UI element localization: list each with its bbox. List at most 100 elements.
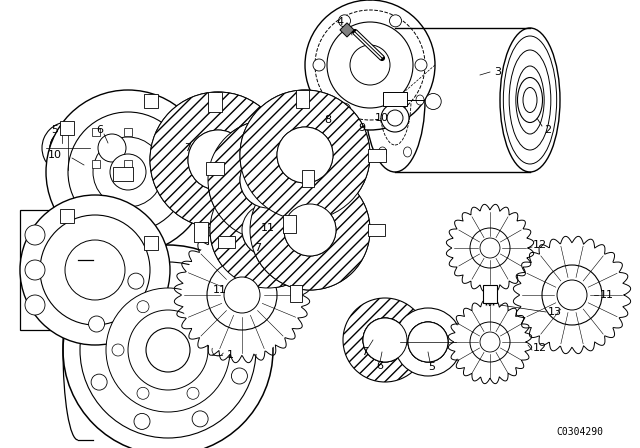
Circle shape	[470, 322, 510, 362]
Circle shape	[25, 225, 45, 245]
Circle shape	[192, 411, 208, 427]
Bar	[383, 92, 407, 106]
Wedge shape	[343, 298, 427, 382]
Bar	[367, 148, 385, 161]
Circle shape	[91, 374, 107, 390]
Circle shape	[112, 344, 124, 356]
Circle shape	[242, 204, 294, 256]
Bar	[124, 129, 132, 137]
Bar	[92, 159, 100, 168]
Circle shape	[137, 388, 149, 399]
Circle shape	[313, 59, 325, 71]
Ellipse shape	[378, 43, 387, 53]
Circle shape	[128, 273, 144, 289]
Text: 11: 11	[213, 285, 227, 295]
Circle shape	[408, 322, 448, 362]
Circle shape	[390, 103, 401, 115]
Bar	[283, 215, 296, 233]
Bar	[60, 121, 74, 135]
Bar	[483, 285, 497, 303]
Circle shape	[350, 45, 390, 85]
Circle shape	[327, 22, 413, 108]
Polygon shape	[520, 243, 624, 347]
Wedge shape	[42, 122, 94, 174]
Wedge shape	[210, 172, 326, 288]
Bar	[296, 90, 309, 108]
Circle shape	[363, 318, 407, 362]
Circle shape	[363, 318, 407, 362]
Circle shape	[80, 262, 256, 438]
Text: 12: 12	[533, 343, 547, 353]
Wedge shape	[240, 90, 370, 220]
Text: 7: 7	[255, 243, 262, 253]
Bar	[92, 129, 100, 137]
Circle shape	[146, 328, 190, 372]
Bar	[283, 153, 303, 167]
Wedge shape	[208, 120, 328, 240]
Circle shape	[187, 388, 199, 399]
Circle shape	[188, 130, 248, 190]
Circle shape	[408, 322, 448, 362]
Ellipse shape	[403, 147, 412, 157]
Bar	[367, 224, 385, 236]
Bar	[196, 165, 210, 179]
Circle shape	[542, 265, 602, 325]
Circle shape	[339, 103, 351, 115]
Bar	[144, 237, 158, 250]
Circle shape	[46, 90, 210, 254]
Ellipse shape	[416, 95, 424, 105]
Wedge shape	[394, 308, 462, 376]
Text: 12: 12	[533, 240, 547, 250]
Bar	[60, 209, 74, 223]
Text: 6: 6	[376, 361, 383, 371]
Circle shape	[480, 332, 500, 352]
Circle shape	[63, 245, 273, 448]
Circle shape	[210, 172, 326, 288]
Ellipse shape	[523, 87, 537, 112]
Circle shape	[229, 310, 245, 326]
Circle shape	[415, 59, 427, 71]
Polygon shape	[182, 235, 302, 355]
Circle shape	[40, 215, 150, 325]
Circle shape	[137, 301, 149, 313]
Text: 2: 2	[545, 125, 552, 135]
Circle shape	[25, 260, 45, 280]
Circle shape	[128, 310, 208, 390]
Bar	[20, 210, 65, 330]
Circle shape	[387, 110, 403, 126]
Text: 10: 10	[48, 150, 62, 160]
Circle shape	[381, 104, 409, 132]
Ellipse shape	[378, 147, 387, 157]
Text: 3: 3	[495, 67, 502, 77]
Circle shape	[68, 112, 188, 232]
Wedge shape	[250, 170, 370, 290]
Text: 5: 5	[51, 125, 58, 135]
Polygon shape	[452, 210, 528, 286]
Text: C0304290: C0304290	[557, 427, 604, 437]
Text: 8: 8	[324, 115, 332, 125]
Circle shape	[106, 288, 230, 412]
Text: 11: 11	[261, 223, 275, 233]
Circle shape	[20, 195, 170, 345]
Text: 1: 1	[227, 350, 234, 360]
Circle shape	[305, 0, 435, 130]
Text: 11: 11	[600, 290, 614, 300]
Circle shape	[339, 15, 351, 27]
Circle shape	[224, 277, 260, 313]
Circle shape	[93, 137, 163, 207]
Circle shape	[110, 154, 146, 190]
Bar	[124, 159, 132, 168]
Circle shape	[425, 94, 441, 109]
Circle shape	[187, 301, 199, 313]
Polygon shape	[454, 306, 526, 378]
Circle shape	[50, 130, 86, 166]
Ellipse shape	[366, 95, 374, 105]
Circle shape	[208, 120, 328, 240]
Bar	[218, 236, 236, 248]
Circle shape	[470, 228, 510, 268]
Text: 4: 4	[337, 17, 344, 27]
Wedge shape	[86, 122, 138, 174]
Circle shape	[299, 94, 315, 109]
Circle shape	[390, 15, 401, 27]
Circle shape	[88, 316, 104, 332]
